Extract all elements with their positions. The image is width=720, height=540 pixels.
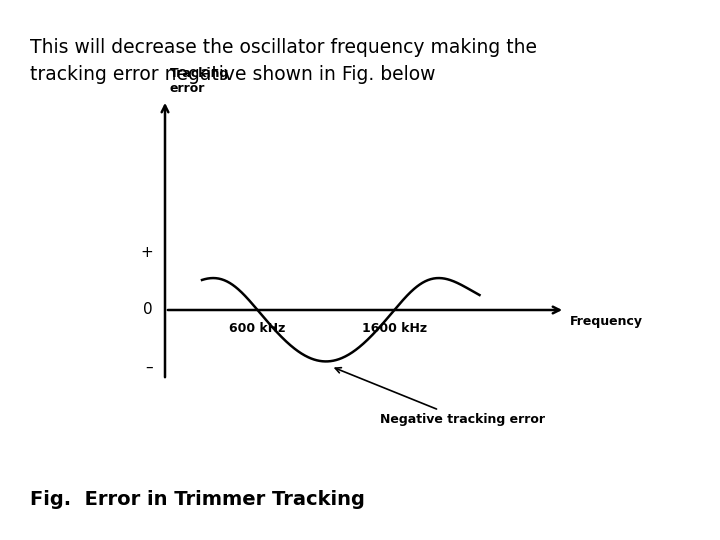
Text: Frequency: Frequency	[570, 315, 643, 328]
Text: –: –	[145, 360, 153, 375]
Text: 600 kHz: 600 kHz	[229, 322, 286, 335]
Text: This will decrease the oscillator frequency making the
tracking error negative s: This will decrease the oscillator freque…	[30, 38, 537, 84]
Text: 0: 0	[143, 302, 153, 318]
Text: Negative tracking error: Negative tracking error	[336, 368, 544, 426]
Text: 1600 kHz: 1600 kHz	[362, 322, 427, 335]
Text: Tracking
error: Tracking error	[170, 67, 230, 95]
Text: Fig.  Error in Trimmer Tracking: Fig. Error in Trimmer Tracking	[30, 490, 365, 509]
Text: +: +	[140, 245, 153, 260]
